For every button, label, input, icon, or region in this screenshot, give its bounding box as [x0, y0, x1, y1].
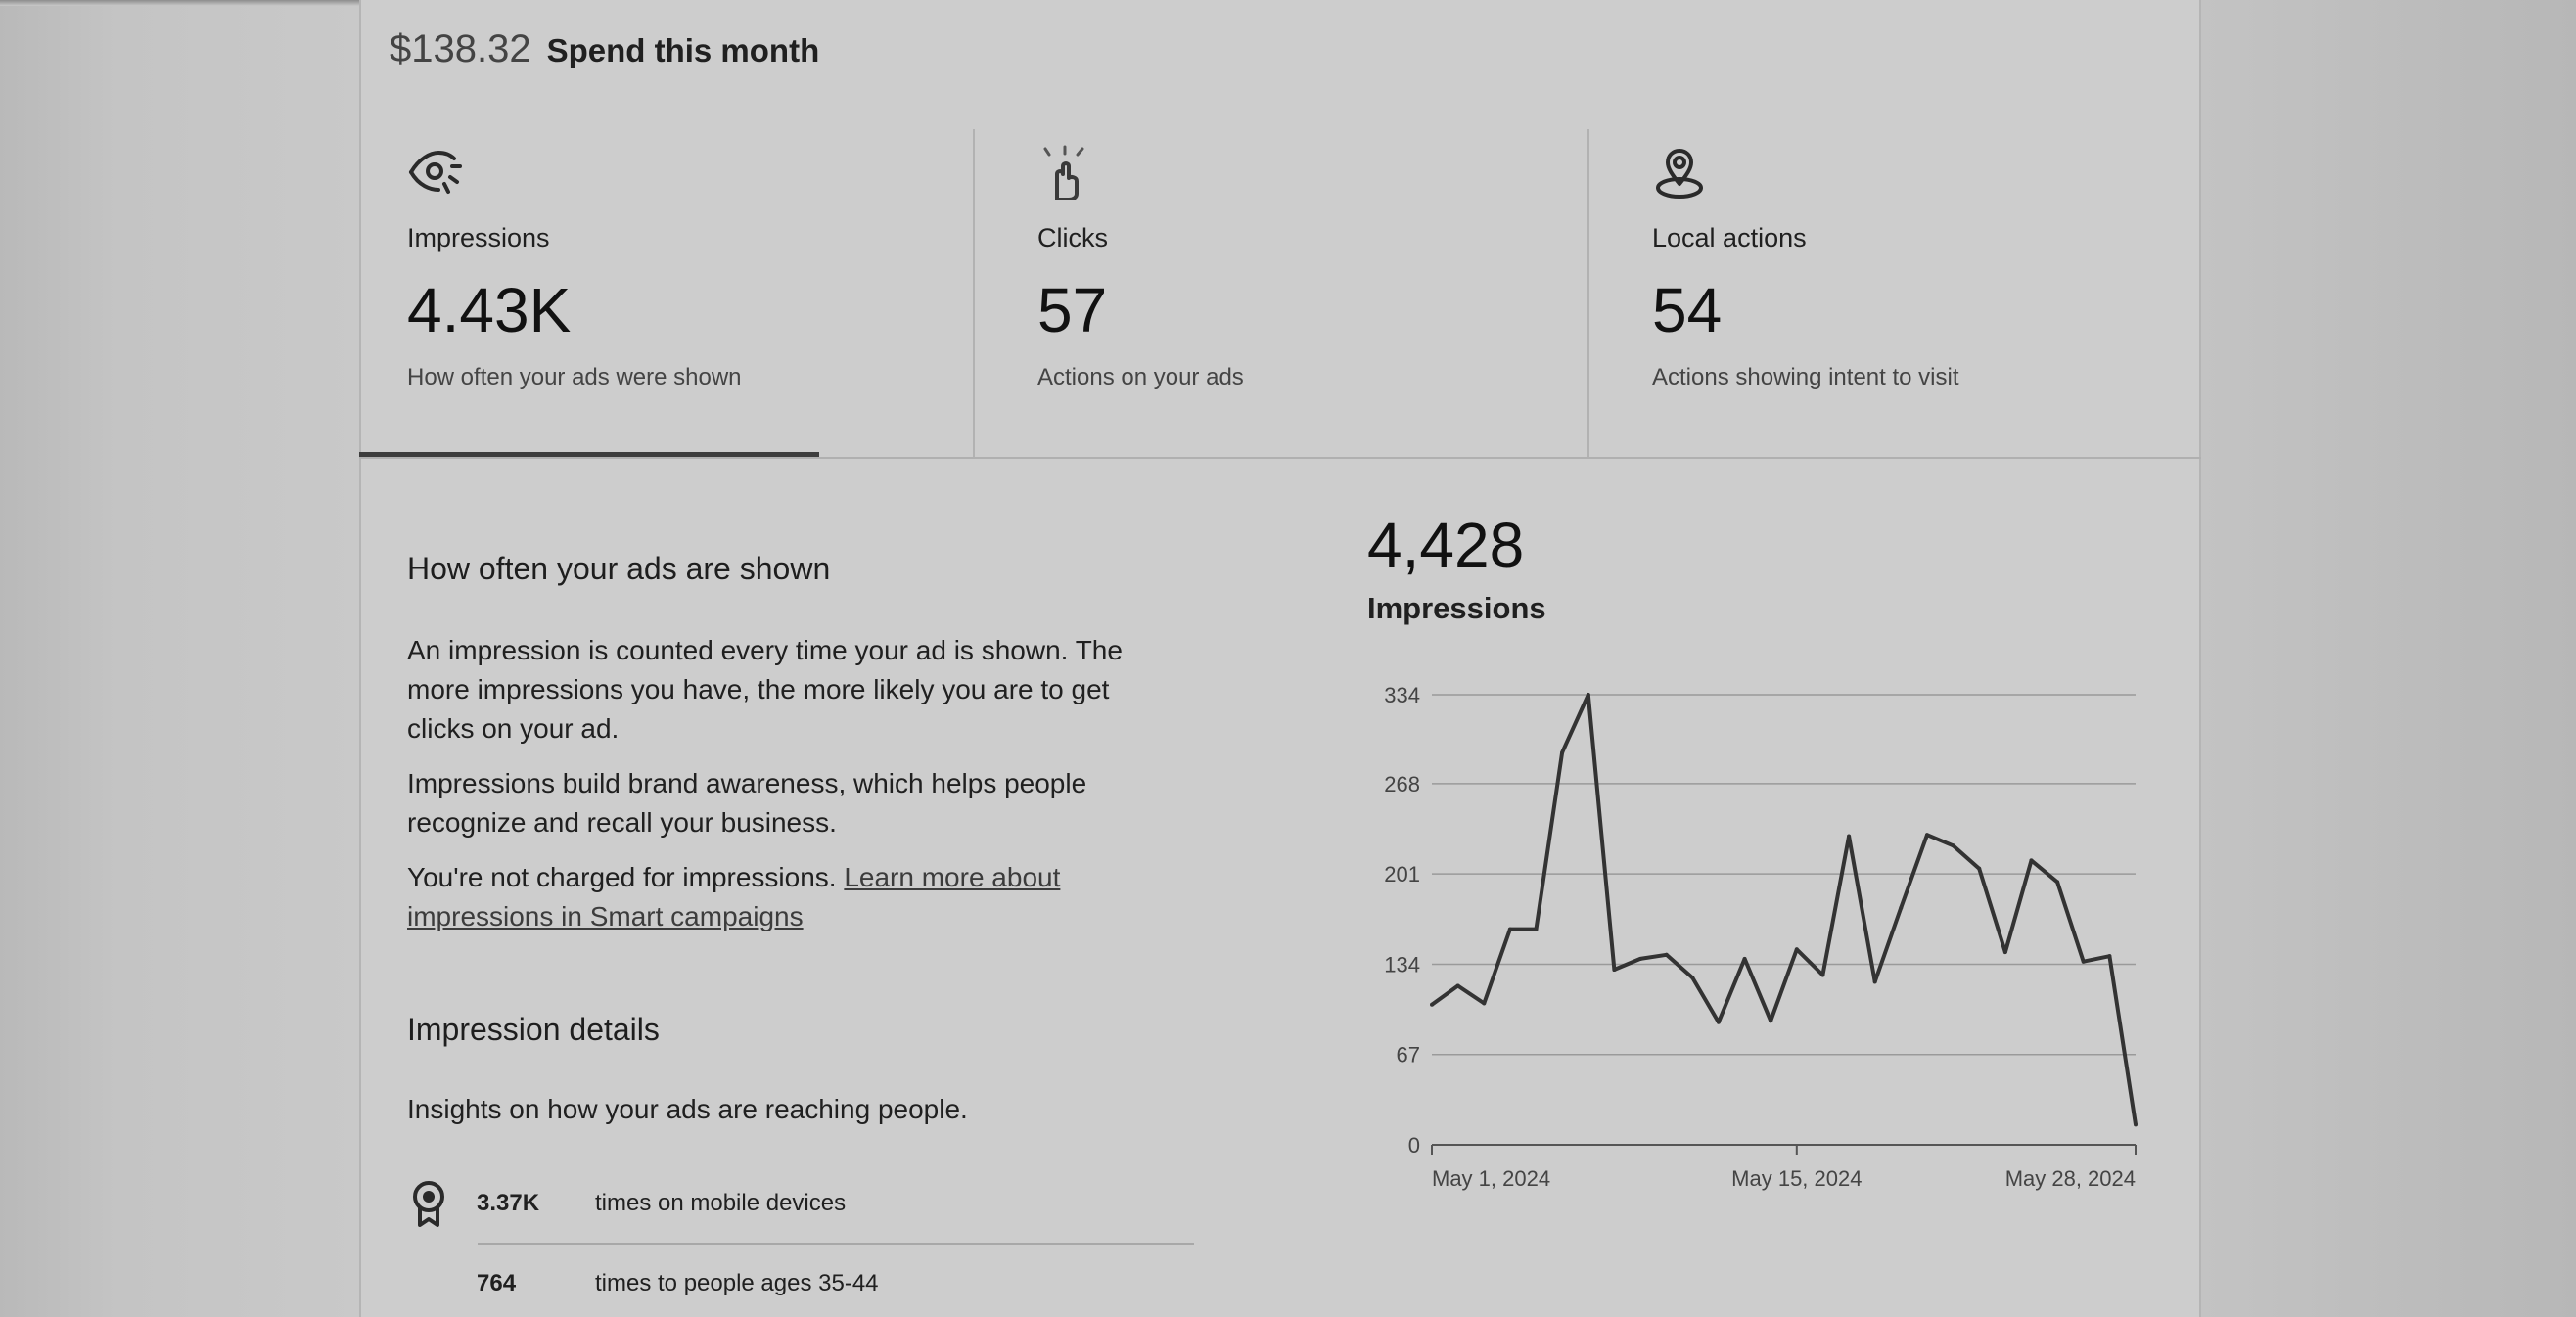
report-panel: [359, 0, 2201, 1317]
x-tick-label: May 28, 2024: [2005, 1166, 2136, 1191]
data-point: [1716, 1020, 1721, 1024]
data-point: [1690, 976, 1695, 980]
data-point: [1430, 1002, 1434, 1007]
y-tick-label: 67: [1397, 1043, 1420, 1067]
data-point: [2055, 880, 2060, 885]
metric-value: 57: [1037, 275, 1108, 345]
data-point: [1560, 750, 1565, 755]
metric-label: Clicks: [1037, 223, 1108, 252]
data-point: [1507, 927, 1512, 931]
spend-amount: $138.32: [390, 27, 531, 70]
x-tick-label: May 15, 2024: [1731, 1166, 1862, 1191]
metric-label: Local actions: [1652, 223, 1807, 252]
data-point: [1977, 866, 1982, 871]
insights-text: Insights on how your ads are reaching pe…: [407, 1094, 968, 1124]
description-paragraph: You're not charged for impressions. Lear…: [407, 858, 1171, 936]
data-point: [2081, 959, 2086, 964]
data-point: [2107, 954, 2112, 959]
tap-icon: [1043, 145, 1084, 200]
detail-value: 764: [477, 1270, 517, 1296]
y-tick-label: 334: [1384, 683, 1420, 707]
chart-total-value: 4,428: [1367, 510, 1525, 580]
data-point: [1664, 952, 1669, 957]
metric-tab-impressions[interactable]: Impressions 4.43K How often your ads wer…: [359, 129, 973, 458]
impressions-line-chart: 0 67 134 201 268 334 May 1, 2024 May 15, 2024 Ma…: [1384, 683, 2138, 1191]
detail-value: 3.37K: [477, 1190, 540, 1216]
charge-note: You're not charged for impressions.: [407, 862, 845, 892]
data-point: [1872, 979, 1877, 984]
data-point: [1769, 1019, 1773, 1023]
award-ribbon-icon: [413, 1181, 444, 1227]
eye-icon: [409, 150, 462, 194]
impressions-series-line: [1430, 693, 2138, 1125]
y-tick-label: 268: [1384, 772, 1420, 796]
section-title: How often your ads are shown: [407, 551, 831, 586]
description-paragraph: An impression is counted every time your…: [407, 635, 1123, 744]
y-tick-label: 0: [1408, 1133, 1420, 1158]
metric-value: 4.43K: [407, 275, 572, 345]
data-point: [1586, 693, 1590, 697]
data-point: [2029, 858, 2034, 863]
y-tick-label: 134: [1384, 952, 1420, 976]
data-point: [2002, 950, 2007, 955]
spend-label: Spend this month: [546, 32, 820, 68]
data-point: [1951, 843, 1955, 848]
detail-text: times to people ages 35-44: [595, 1270, 879, 1296]
data-point: [1924, 833, 1929, 838]
metric-label: Impressions: [407, 223, 550, 252]
spend-summary: $138.32 Spend this month: [390, 27, 819, 71]
detail-row: 764 times to people ages 35-44: [407, 1254, 1194, 1313]
data-point: [1455, 983, 1460, 988]
chart-metric-label: Impressions: [1367, 591, 1546, 625]
right-background: [2201, 0, 2576, 1317]
detail-text: times on mobile devices: [595, 1190, 847, 1216]
metric-description: How often your ads were shown: [407, 364, 742, 390]
data-point: [1482, 1001, 1487, 1006]
metric-value: 54: [1652, 275, 1723, 345]
y-tick-label: 201: [1384, 862, 1420, 886]
metric-tab-clicks[interactable]: Clicks 57 Actions on your ads: [973, 129, 1587, 458]
data-point: [1638, 956, 1643, 961]
data-point: [1612, 967, 1617, 972]
data-point: [1534, 927, 1539, 931]
metric-tab-local-actions[interactable]: Local actions 54 Actions showing intent …: [1587, 129, 2201, 458]
data-point: [1742, 956, 1747, 961]
description-paragraph: Impressions build brand awareness, which…: [407, 768, 1087, 838]
detail-row: 3.37K times on mobile devices: [407, 1174, 1194, 1233]
data-point: [1847, 834, 1852, 839]
data-point: [2134, 1122, 2138, 1127]
location-pin-icon: [1656, 149, 1703, 199]
section-divider: [359, 457, 2201, 459]
details-title: Impression details: [407, 1012, 660, 1047]
row-divider: [478, 1243, 1194, 1245]
metric-description: Actions showing intent to visit: [1652, 364, 1959, 390]
metric-description: Actions on your ads: [1037, 364, 1244, 390]
learn-more-link[interactable]: Learn more about impressions in Smart ca…: [407, 862, 1061, 931]
x-tick-label: May 1, 2024: [1432, 1166, 1550, 1191]
active-tab-indicator: [359, 452, 819, 457]
data-point: [1899, 905, 1904, 910]
data-point: [1794, 947, 1799, 952]
data-point: [1820, 973, 1825, 977]
